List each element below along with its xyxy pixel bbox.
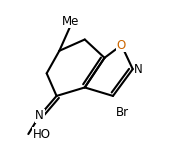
Text: HO: HO [33, 128, 51, 140]
Text: N: N [35, 109, 44, 122]
Text: N: N [134, 63, 143, 76]
Text: Br: Br [116, 106, 129, 119]
Text: O: O [117, 39, 126, 52]
Text: Me: Me [62, 15, 79, 28]
